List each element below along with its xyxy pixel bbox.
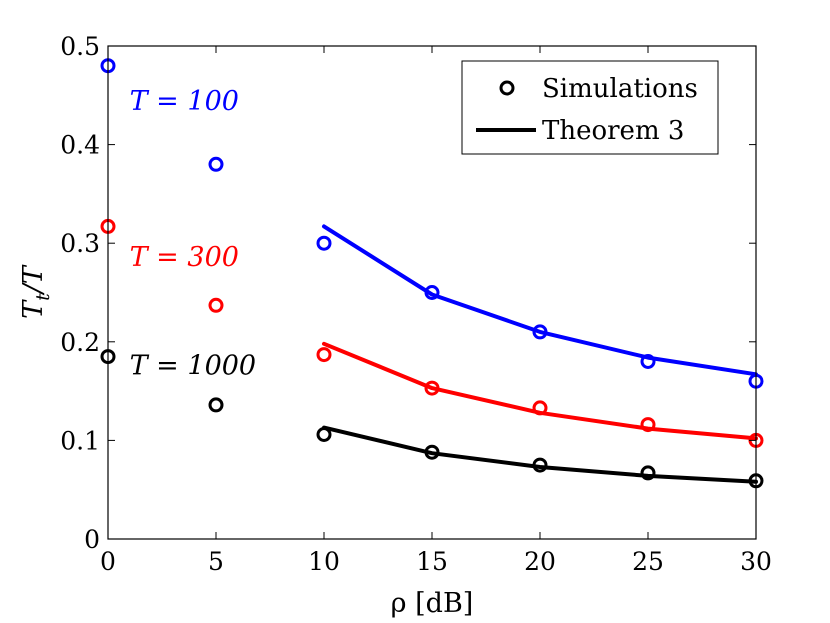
sim-point-1-1 — [208, 297, 224, 313]
curve-label-0: T = 100 — [130, 86, 239, 117]
sim-point-1-2 — [316, 347, 332, 363]
curve-label-2: T = 1000 — [130, 350, 257, 381]
annotation-layer: T = 100 T = 300 T = 1000 — [130, 86, 257, 381]
y-tick-label-5: 0.5 — [60, 32, 100, 61]
sim-point-0-4 — [532, 324, 548, 340]
y-tick-label-0: 0 — [84, 525, 100, 554]
sim-point-1-5 — [640, 417, 656, 433]
x-tick-label-4: 20 — [524, 547, 556, 576]
theory-line-2 — [322, 425, 758, 484]
x-axis-label: ρ [dB] — [391, 588, 474, 619]
sim-point-1-4 — [532, 400, 548, 416]
x-tick-label-2: 10 — [308, 547, 340, 576]
legend-label-1: Theorem 3 — [542, 116, 684, 146]
legend-marker-simulations — [499, 80, 515, 96]
sim-point-2-4 — [532, 457, 548, 473]
sim-point-1-3 — [424, 380, 440, 396]
y-tick-label-4: 0.4 — [60, 131, 100, 160]
y-tick-label-3: 0.3 — [60, 229, 100, 258]
sim-point-0-5 — [640, 354, 656, 369]
theory-line-0 — [322, 224, 758, 377]
y-tick-label-1: 0.1 — [60, 426, 100, 455]
x-tick-label-6: 30 — [740, 547, 772, 576]
y-axis-label: Tt/T — [18, 264, 54, 319]
sim-point-2-5 — [640, 465, 656, 481]
curve-label-1: T = 300 — [130, 242, 239, 273]
sim-point-2-2 — [316, 427, 332, 442]
x-tick-label-5: 25 — [632, 547, 664, 576]
sim-point-0-3 — [424, 285, 440, 300]
sim-point-0-1 — [208, 156, 224, 172]
sim-point-2-1 — [208, 397, 224, 413]
y-tick-label-2: 0.2 — [60, 328, 100, 357]
legend-label-0: Simulations — [542, 74, 698, 104]
sim-point-0-2 — [316, 235, 332, 251]
legend: Simulations Theorem 3 — [461, 60, 719, 155]
x-tick-label-1: 5 — [208, 547, 224, 576]
x-tick-label-3: 15 — [416, 547, 448, 576]
axes-layer: 0 5 10 15 20 25 30 0 0.1 0.2 0.3 0.4 0.5 ρ [dB] Tt/T — [18, 32, 772, 619]
x-tick-label-0: 0 — [100, 547, 116, 576]
sim-point-2-3 — [424, 444, 440, 460]
legend-box — [461, 60, 719, 155]
